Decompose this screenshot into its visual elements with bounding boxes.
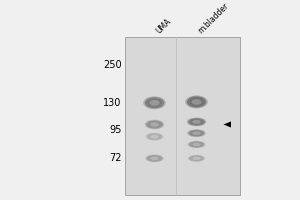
Text: 130: 130 (103, 98, 122, 108)
Ellipse shape (191, 142, 202, 147)
Ellipse shape (146, 133, 164, 141)
Ellipse shape (190, 119, 203, 125)
Ellipse shape (188, 141, 206, 148)
Ellipse shape (147, 133, 162, 140)
Ellipse shape (147, 155, 162, 162)
Ellipse shape (193, 143, 201, 146)
Text: UMA: UMA (154, 16, 173, 35)
Ellipse shape (189, 98, 204, 106)
Ellipse shape (190, 131, 202, 136)
Ellipse shape (145, 97, 164, 108)
Ellipse shape (188, 155, 205, 162)
Ellipse shape (148, 156, 160, 161)
Ellipse shape (149, 134, 160, 139)
Ellipse shape (187, 129, 206, 137)
Ellipse shape (193, 157, 200, 160)
Polygon shape (224, 121, 231, 128)
Ellipse shape (189, 155, 204, 161)
Ellipse shape (145, 120, 164, 129)
Ellipse shape (149, 100, 160, 106)
Ellipse shape (146, 120, 163, 129)
Ellipse shape (187, 96, 206, 107)
Ellipse shape (150, 122, 159, 127)
Text: m.bladder: m.bladder (196, 1, 231, 35)
Ellipse shape (185, 95, 208, 108)
Ellipse shape (145, 154, 164, 162)
Text: 250: 250 (103, 60, 122, 70)
Ellipse shape (147, 99, 162, 107)
Ellipse shape (150, 157, 159, 160)
Ellipse shape (192, 131, 201, 135)
Ellipse shape (192, 120, 201, 124)
Ellipse shape (189, 130, 204, 136)
Ellipse shape (189, 141, 204, 148)
Bar (124, 37, 240, 195)
Ellipse shape (191, 99, 202, 105)
Ellipse shape (191, 156, 202, 161)
Ellipse shape (150, 135, 159, 138)
Text: 72: 72 (109, 153, 122, 163)
Ellipse shape (143, 96, 166, 109)
Ellipse shape (188, 118, 205, 126)
Text: 95: 95 (109, 125, 122, 135)
Ellipse shape (148, 121, 161, 128)
Ellipse shape (187, 118, 206, 126)
